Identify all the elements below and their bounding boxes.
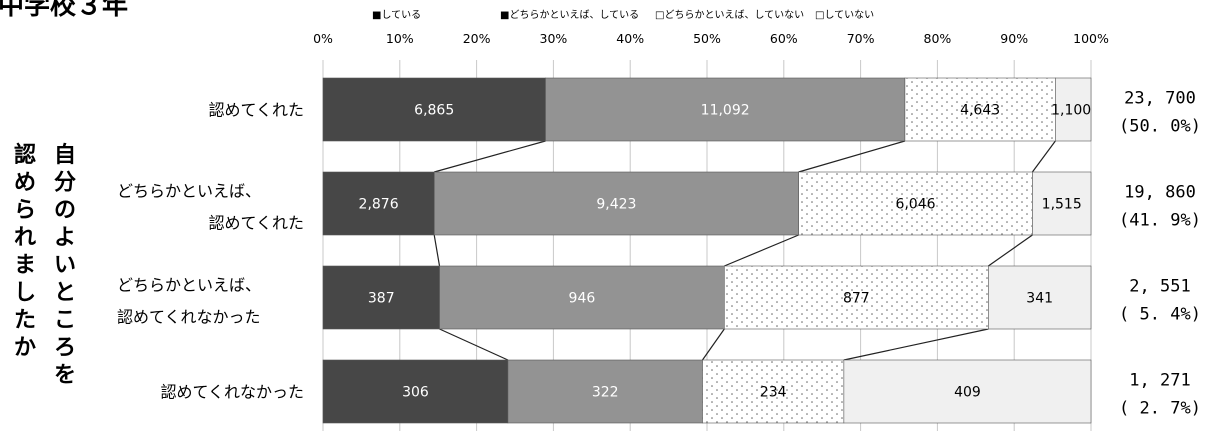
connector-line — [434, 140, 546, 173]
bar-segment — [433, 171, 799, 236]
connector-lines — [433, 140, 1056, 361]
bar-segment — [439, 265, 725, 330]
data-label: 6,046 — [895, 197, 935, 213]
category-label: 認めてくれた — [208, 214, 304, 233]
connector-line — [724, 234, 799, 267]
vertical-title-char: ら — [14, 198, 36, 223]
vertical-title-char: の — [54, 198, 76, 223]
data-label: 234 — [760, 385, 787, 401]
data-label: 1,100 — [1051, 103, 1091, 119]
legend-item: □どちらかといえば、していない — [655, 9, 804, 21]
vertical-title-char: 認 — [14, 142, 36, 168]
x-tick-label: 20% — [463, 31, 491, 46]
bar-segment — [545, 77, 906, 142]
x-tick-label: 100% — [1073, 31, 1109, 46]
vertical-title-char: と — [54, 281, 76, 306]
x-tick-label: 60% — [770, 31, 798, 46]
bar-segment — [843, 359, 1092, 424]
vertical-title-char: ま — [14, 253, 36, 278]
row-total-count: 2, 551 — [1129, 277, 1190, 297]
x-tick-label: 50% — [693, 31, 721, 46]
legend-item: □していない — [815, 9, 874, 21]
bars: 6,865 11,092 4,643 1,100 2,876 9,423 6,046 1,51… — [322, 77, 1092, 424]
category-label: どちらかといえば、 — [117, 276, 261, 295]
vertical-title-char: た — [14, 308, 36, 333]
x-tick-label: 40% — [616, 31, 644, 46]
bar-segment — [322, 265, 440, 330]
connector-line — [798, 140, 906, 173]
data-label: 9,423 — [596, 197, 636, 213]
category-label: 認めてくれなかった — [117, 308, 261, 327]
legend-item: ■どちらかといえば、している — [500, 9, 639, 21]
data-label: 322 — [592, 385, 619, 401]
vertical-title-char: し — [14, 281, 36, 306]
data-label: 306 — [402, 385, 429, 401]
connector-line — [843, 328, 989, 361]
bar-segment — [507, 359, 703, 424]
vertical-title-char: よ — [54, 226, 76, 251]
vertical-title-char: め — [14, 171, 36, 196]
vertical-title-char: 自 — [54, 142, 76, 168]
vertical-title-char: れ — [14, 226, 36, 251]
category-label: 認めてくれなかった — [160, 383, 304, 402]
data-label: 387 — [368, 291, 395, 307]
vertical-title-char: 分 — [54, 171, 76, 196]
x-tick-label: 70% — [847, 31, 875, 46]
connector-line — [439, 328, 509, 361]
x-tick-label: 10% — [386, 31, 414, 46]
connector-line — [987, 234, 1033, 267]
bar-segment — [1055, 77, 1092, 142]
vertical-title-char: を — [54, 363, 76, 388]
row-total-percent: ( 2. 7%) — [1119, 399, 1201, 419]
vertical-title-char: か — [14, 336, 36, 361]
bar-segment — [1032, 171, 1092, 236]
page-title: 中学校３年 — [0, 0, 128, 21]
vertical-title-char: い — [54, 253, 76, 278]
connector-line — [433, 234, 441, 267]
row-total-percent: (41. 9%) — [1119, 211, 1201, 231]
data-label: 2,876 — [359, 197, 399, 213]
data-label: 4,643 — [960, 103, 1000, 119]
bar-segment — [904, 77, 1056, 142]
row-totals: 23, 700 (50. 0%) 19, 860 (41. 9%) 2, 551 ( 5.… — [1119, 89, 1201, 419]
x-tick-label: 80% — [924, 31, 952, 46]
data-label: 11,092 — [701, 103, 750, 119]
bar-segment — [988, 265, 1092, 330]
bar-segment — [702, 359, 845, 424]
category-label: 認めてくれた — [208, 101, 304, 120]
row-total-percent: ( 5. 4%) — [1119, 305, 1201, 325]
legend-item: ■している — [372, 9, 421, 21]
data-label: 1,515 — [1042, 197, 1082, 213]
vertical-title-char: ろ — [54, 336, 76, 361]
data-label: 409 — [954, 385, 981, 401]
row-total-percent: (50. 0%) — [1119, 117, 1201, 137]
category-label: どちらかといえば、 — [117, 182, 261, 201]
x-axis-ticks: 0% 10% 20% 30% 40% 50% 60% 70% 80% 90% 100% — [313, 31, 1109, 46]
data-label: 341 — [1026, 291, 1053, 307]
row-total-count: 19, 860 — [1124, 183, 1196, 203]
legend: ■している ■どちらかといえば、している □どちらかといえば、していない □していない — [372, 9, 874, 21]
x-tick-label: 30% — [540, 31, 568, 46]
bar-segment — [322, 77, 546, 142]
bar-segment — [322, 359, 509, 424]
connector-line — [701, 328, 725, 361]
x-tick-label: 90% — [1000, 31, 1028, 46]
data-label: 946 — [569, 291, 596, 307]
vertical-title-char: こ — [54, 308, 76, 333]
category-labels: 認めてくれたどちらかといえば、認めてくれたどちらかといえば、認めてくれなかった認… — [117, 101, 304, 402]
data-label: 6,865 — [414, 103, 454, 119]
x-tick-label: 0% — [313, 31, 333, 46]
bar-segment — [322, 171, 435, 236]
data-label: 877 — [843, 291, 870, 307]
connector-line — [1031, 140, 1056, 173]
row-total-count: 23, 700 — [1124, 89, 1196, 109]
row-total-count: 1, 271 — [1129, 371, 1190, 391]
bar-segment — [798, 171, 1033, 236]
